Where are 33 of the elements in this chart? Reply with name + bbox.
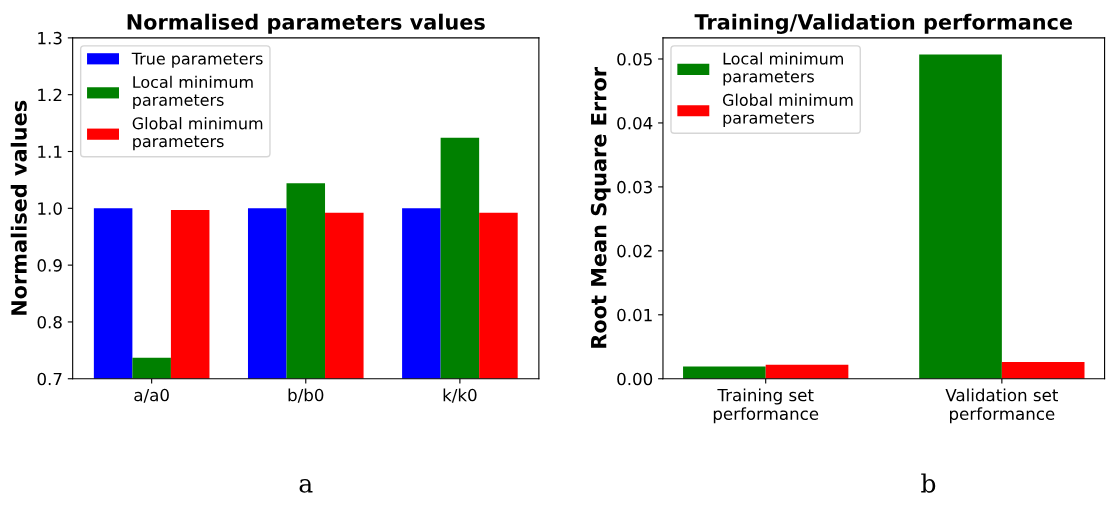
y-axis-title: Root Mean Square Error [590, 67, 611, 348]
bar [919, 54, 1002, 379]
chart-title: Normalised parameters values [127, 13, 485, 34]
legend-label: Local minimum parameters [723, 52, 843, 86]
bar [1001, 362, 1085, 379]
legend-label: Global minimum parameters [132, 117, 263, 151]
x-tick-label: k/k0 [443, 388, 477, 403]
y-tick-label: 1.0 [38, 202, 62, 215]
legend-label: Local minimum parameters [133, 75, 253, 110]
y-tick-label: 0.05 [617, 52, 652, 66]
chart-title: Training/Validation performance [694, 13, 1073, 35]
x-tick-label: Training set performance [713, 388, 819, 424]
x-tick-label: a/a0 [134, 388, 169, 403]
y-tick-label: 1.1 [38, 145, 62, 158]
y-tick-label: 0.00 [617, 372, 653, 386]
y-tick-label: 1.3 [38, 31, 62, 45]
y-tick-label: 0.9 [37, 259, 62, 272]
x-tick-label: b/b0 [288, 388, 324, 403]
text: a [299, 479, 313, 493]
y-tick-label: 1.2 [38, 88, 62, 102]
y-tick-label: 0.8 [37, 315, 62, 329]
y-tick-label: 0.7 [37, 372, 62, 386]
y-tick-label: 0.03 [617, 180, 652, 194]
y-axis-title: Normalised values [10, 100, 27, 315]
text: b [921, 473, 936, 493]
bar [683, 366, 766, 379]
bar [765, 364, 849, 379]
legend-label: True parameters [131, 52, 263, 68]
y-tick-label: 0.04 [617, 116, 653, 130]
y-tick-label: 0.02 [617, 244, 652, 258]
y-tick-label: 0.01 [617, 308, 652, 322]
legend-label: Global minimum parameters [722, 93, 853, 127]
x-tick-label: Validation set performance [945, 388, 1058, 424]
